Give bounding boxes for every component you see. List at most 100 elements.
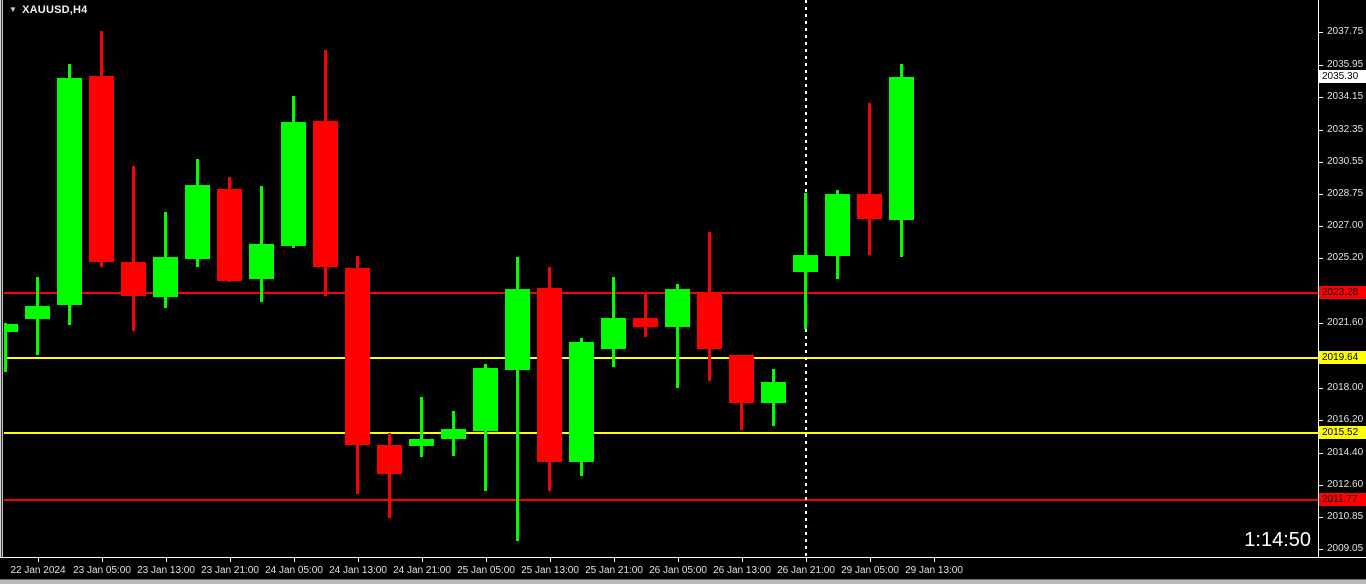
candle-body (857, 194, 882, 219)
candle-wick (868, 103, 871, 255)
candle-body (185, 185, 210, 259)
horizontal-level-line[interactable] (4, 292, 1318, 294)
candle-wick (644, 292, 647, 337)
candle-body (473, 368, 498, 431)
price-tick-mark (1319, 32, 1323, 33)
time-tick-mark (230, 558, 231, 562)
time-tick-mark (358, 558, 359, 562)
time-tick-label: 26 Jan 05:00 (649, 565, 707, 576)
time-tick-label: 22 Jan 2024 (10, 565, 66, 576)
horizontal-level-line[interactable] (4, 432, 1318, 434)
price-tick-label: 2010.85 (1327, 511, 1364, 522)
candle-wick (388, 433, 391, 518)
time-tick-mark (102, 558, 103, 562)
price-level-box: 2011.77 (1319, 493, 1366, 506)
time-tick-mark (678, 558, 679, 562)
time-tick-mark (38, 558, 39, 562)
price-tick-mark (1319, 323, 1323, 324)
time-tick-label: 23 Jan 13:00 (137, 565, 195, 576)
price-tick-label: 2025.20 (1327, 252, 1364, 263)
time-tick-label: 23 Jan 05:00 (73, 565, 131, 576)
price-tick-label: 2035.95 (1327, 59, 1364, 70)
price-tick-label: 2009.05 (1327, 543, 1364, 554)
candle-wick (132, 166, 135, 331)
price-tick-mark (1319, 517, 1323, 518)
candle-body (633, 318, 658, 327)
time-tick-label: 25 Jan 21:00 (585, 565, 643, 576)
price-level-box: 2035.30 (1319, 70, 1366, 83)
symbol-timeframe-label: XAUUSD,H4 (22, 4, 88, 16)
candle-body (4, 324, 18, 332)
time-tick-mark (550, 558, 551, 562)
price-tick-mark (1319, 162, 1323, 163)
price-tick-mark (1319, 549, 1323, 550)
candle-body (825, 194, 850, 256)
candle-body (25, 306, 50, 319)
price-tick-label: 2037.75 (1327, 26, 1364, 37)
candle-body (409, 439, 434, 446)
price-tick-label: 2014.40 (1327, 447, 1364, 458)
time-tick-mark (614, 558, 615, 562)
candle-body (569, 342, 594, 462)
candle-wick (420, 397, 423, 457)
price-tick-mark (1319, 258, 1323, 259)
time-tick-mark (486, 558, 487, 562)
price-tick-label: 2018.00 (1327, 382, 1364, 393)
time-tick-label: 25 Jan 05:00 (457, 565, 515, 576)
time-tick-label: 23 Jan 21:00 (201, 565, 259, 576)
time-tick-label: 26 Jan 21:00 (777, 565, 835, 576)
candle-countdown-timer: 1:14:50 (1244, 529, 1311, 551)
candle-body (729, 355, 754, 403)
time-axis[interactable]: 22 Jan 2024 23 Jan 05:00 23 Jan 13:00 23 Ja… (0, 557, 1366, 580)
price-tick-label: 2028.75 (1327, 188, 1364, 199)
price-level-box: 2023.28 (1319, 286, 1366, 299)
chart-title: ▼ XAUUSD,H4 (9, 4, 88, 16)
time-tick-mark (870, 558, 871, 562)
time-tick-label: 24 Jan 05:00 (265, 565, 323, 576)
time-tick-label: 25 Jan 13:00 (521, 565, 579, 576)
price-tick-label: 2034.15 (1327, 91, 1364, 102)
candle-body (313, 121, 338, 267)
price-tick-mark (1319, 65, 1323, 66)
candle-body (793, 255, 818, 272)
price-tick-mark (1319, 226, 1323, 227)
time-tick-mark (806, 558, 807, 562)
price-axis[interactable]: 2037.75 2035.95 2034.15 2032.35 2030.55 2028.… (1318, 0, 1366, 557)
candle-body (697, 292, 722, 349)
chart-canvas[interactable]: ▼ XAUUSD,H4 1:14:50 (4, 0, 1318, 557)
price-tick-mark (1319, 420, 1323, 421)
candle-body (281, 122, 306, 246)
candle-body (153, 257, 178, 297)
price-tick-label: 2027.00 (1327, 220, 1364, 231)
time-tick-mark (166, 558, 167, 562)
time-tick-label: 26 Jan 13:00 (713, 565, 771, 576)
time-tick-mark (422, 558, 423, 562)
candle-body (377, 445, 402, 474)
price-tick-mark (1319, 485, 1323, 486)
candle-body (121, 262, 146, 296)
chevron-down-icon: ▼ (9, 5, 18, 14)
window-left-border (0, 0, 4, 584)
price-tick-label: 2012.60 (1327, 479, 1364, 490)
candle-body (537, 288, 562, 462)
horizontal-level-line[interactable] (4, 499, 1318, 501)
time-tick-label: 29 Jan 13:00 (905, 565, 963, 576)
price-tick-label: 2030.55 (1327, 156, 1364, 167)
horizontal-level-line[interactable] (4, 357, 1318, 359)
price-tick-mark (1319, 97, 1323, 98)
window-bottom-border (0, 579, 1366, 584)
candle-body (57, 78, 82, 305)
candle-body (249, 244, 274, 279)
price-tick-mark (1319, 453, 1323, 454)
price-level-box: 2015.52 (1319, 426, 1366, 439)
price-level-box: 2019.64 (1319, 351, 1366, 364)
candle-body (89, 76, 114, 262)
time-tick-label: 29 Jan 05:00 (841, 565, 899, 576)
price-tick-mark (1319, 194, 1323, 195)
candle-body (345, 268, 370, 445)
price-tick-label: 2021.60 (1327, 317, 1364, 328)
candle-wick (4, 323, 7, 372)
time-tick-label: 24 Jan 21:00 (393, 565, 451, 576)
price-tick-label: 2032.35 (1327, 124, 1364, 135)
